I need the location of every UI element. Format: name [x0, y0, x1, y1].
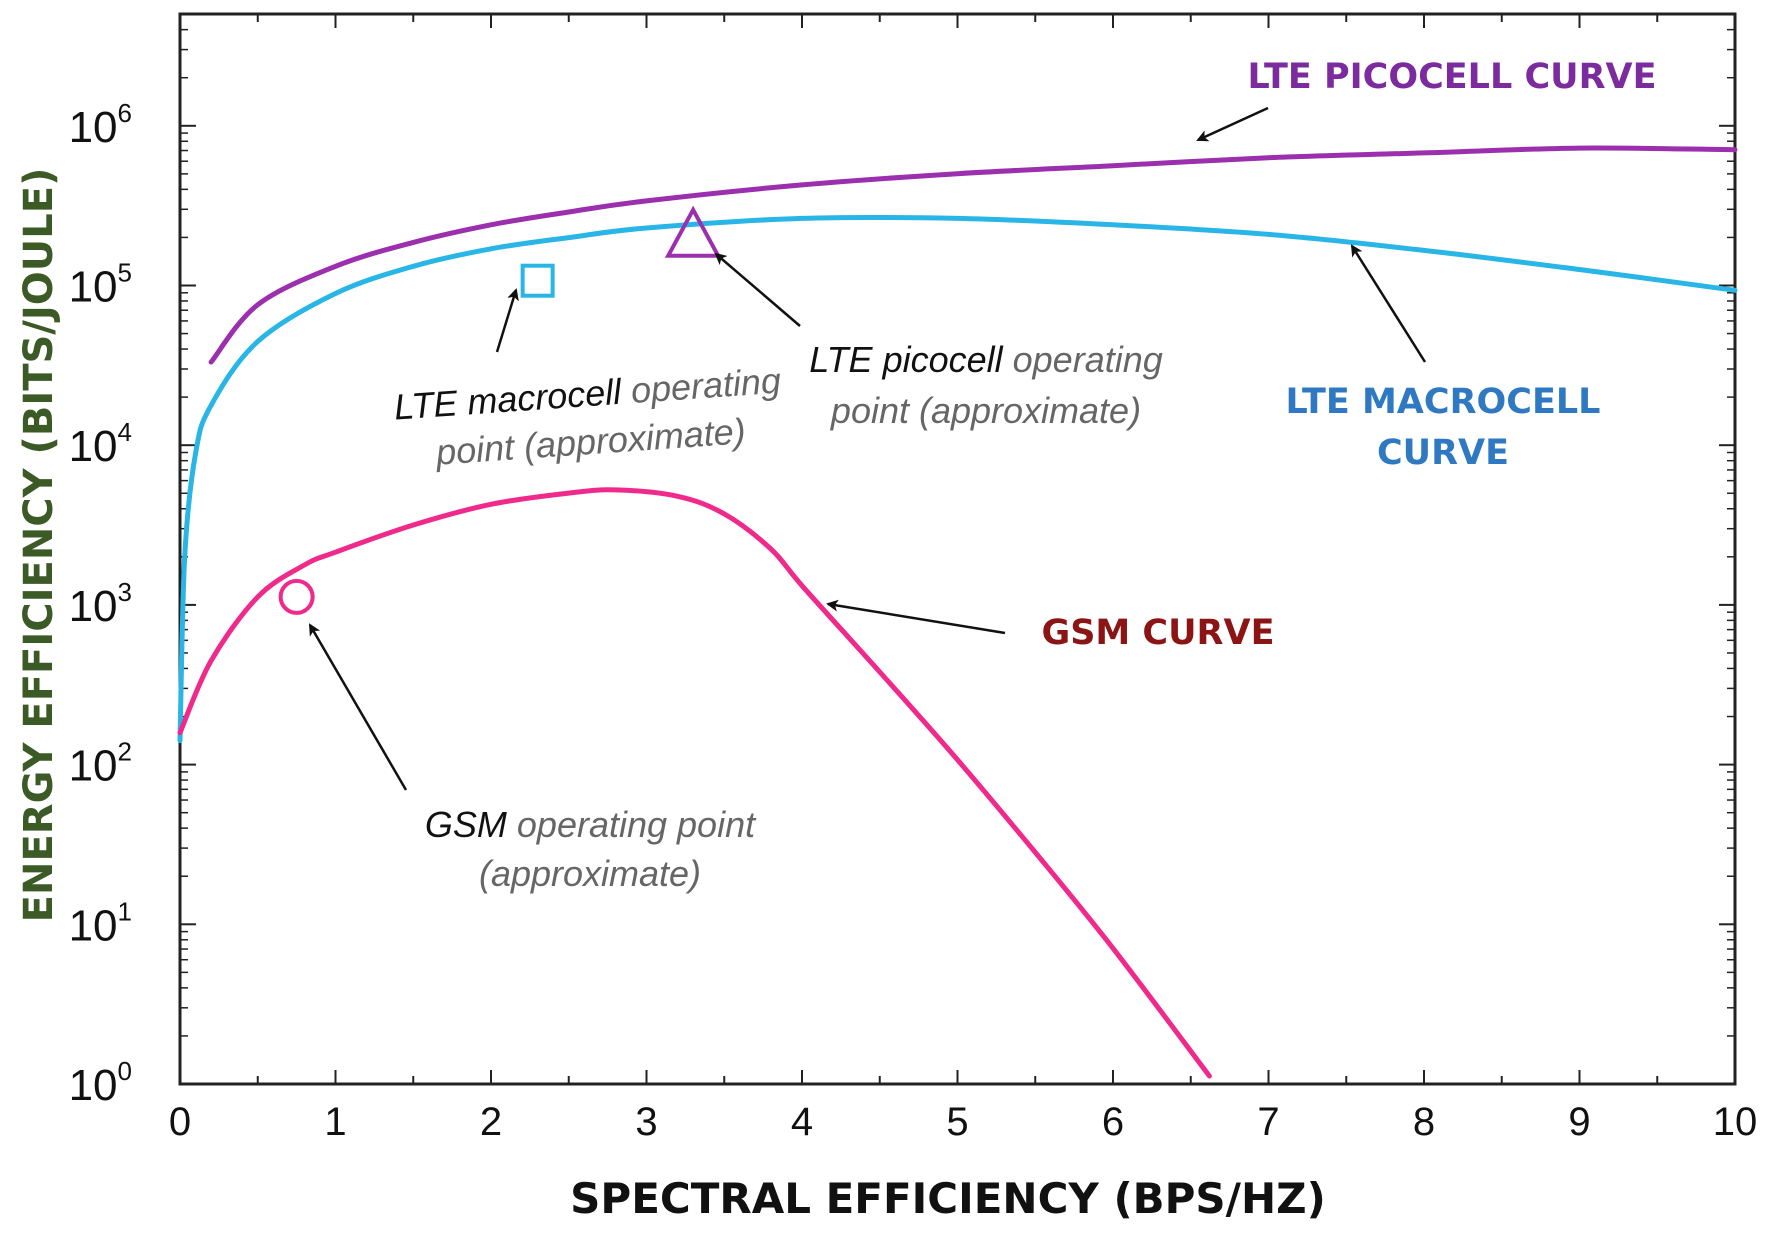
x-axis-ticks: 0 1 2 3 4 5 6 7 8 9 10	[169, 14, 1757, 1144]
x-tick-label: 10	[1713, 1100, 1758, 1144]
picocell-curve	[208, 145, 1738, 365]
lte-pico-point-name: LTE picocell	[809, 339, 1003, 380]
y-tick-base: 10	[69, 262, 118, 311]
x-tick-label: 3	[635, 1100, 657, 1144]
x-tick-label: 9	[1568, 1100, 1590, 1144]
y-tick-label: 104	[69, 417, 132, 471]
y-tick-exponent: 6	[118, 98, 132, 128]
lte-macro-point-rest: operating	[620, 360, 783, 412]
y-tick-label: 100	[69, 1056, 132, 1110]
x-tick-label: 6	[1102, 1100, 1124, 1144]
x-tick-label: 4	[791, 1100, 813, 1144]
lte-pico-operating-point-marker	[664, 205, 722, 258]
gsm-operating-point-marker	[278, 578, 315, 615]
y-tick-exponent: 2	[118, 737, 132, 767]
operating-points-layer	[278, 205, 722, 615]
lte-macro-point-name: LTE macrocell	[393, 371, 624, 428]
series-layer	[177, 145, 1738, 1079]
macrocell-curve-label-line1: LTE MACROCELL	[1286, 382, 1601, 422]
y-tick-exponent: 1	[118, 896, 132, 926]
y-tick-exponent: 3	[118, 577, 132, 607]
y-tick-exponent: 5	[118, 257, 132, 287]
y-tick-label: 105	[69, 257, 132, 311]
x-tick-label: 0	[169, 1100, 191, 1144]
x-tick-label: 5	[946, 1100, 968, 1144]
arrow-gsm-point	[308, 623, 408, 791]
arrow-gsm-curve	[826, 599, 1006, 635]
lte-macro-operating-point-marker	[520, 263, 555, 298]
gsm-point-label-line1: GSM operating point	[425, 804, 757, 845]
gsm-point-name: GSM	[425, 804, 507, 845]
arrow-macrocell-curve	[1350, 244, 1427, 363]
lte-pico-point-rest: operating	[1003, 339, 1163, 380]
y-tick-label: 102	[69, 737, 132, 791]
gsm-curve	[177, 487, 1212, 1079]
x-tick-label: 7	[1257, 1100, 1279, 1144]
gsm-point-rest: operating point	[507, 804, 757, 845]
arrow-picocell-curve	[1196, 106, 1269, 142]
macrocell-curve-label-line2: CURVE	[1377, 433, 1509, 473]
y-axis-title: ENERGY EFFICIENCY (BITS/JOULE)	[16, 168, 62, 923]
picocell-curve-label: LTE PICOCELL CURVE	[1247, 57, 1656, 97]
y-tick-base: 10	[69, 742, 118, 791]
y-tick-label: 103	[69, 577, 132, 631]
lte-macro-point-annotation: LTE macrocell operating point (approxima…	[393, 360, 783, 473]
macrocell-curve	[177, 214, 1738, 744]
y-tick-base: 10	[69, 582, 118, 631]
arrow-lte-pico-point	[714, 252, 801, 327]
arrow-lte-macro-point	[495, 288, 519, 353]
gsm-curve-label: GSM CURVE	[1041, 613, 1274, 653]
y-tick-base: 10	[69, 901, 118, 950]
y-tick-base: 10	[69, 422, 118, 471]
y-tick-exponent: 0	[118, 1056, 132, 1086]
lte-pico-point-label-line2: point (approximate)	[830, 390, 1141, 431]
y-tick-exponent: 4	[118, 417, 132, 447]
x-tick-label: 1	[324, 1100, 346, 1144]
x-tick-label: 2	[480, 1100, 502, 1144]
x-axis-title: SPECTRAL EFFICIENCY (BPS/HZ)	[570, 1174, 1326, 1223]
y-tick-label: 101	[69, 896, 132, 950]
y-tick-base: 10	[69, 1061, 118, 1110]
y-tick-label: 106	[69, 98, 132, 152]
lte-pico-point-label-line1: LTE picocell operating	[809, 339, 1163, 380]
annotation-arrows	[308, 106, 1427, 791]
gsm-point-label-line2: (approximate)	[479, 853, 701, 894]
y-tick-base: 10	[69, 103, 118, 152]
x-tick-label: 8	[1413, 1100, 1435, 1144]
